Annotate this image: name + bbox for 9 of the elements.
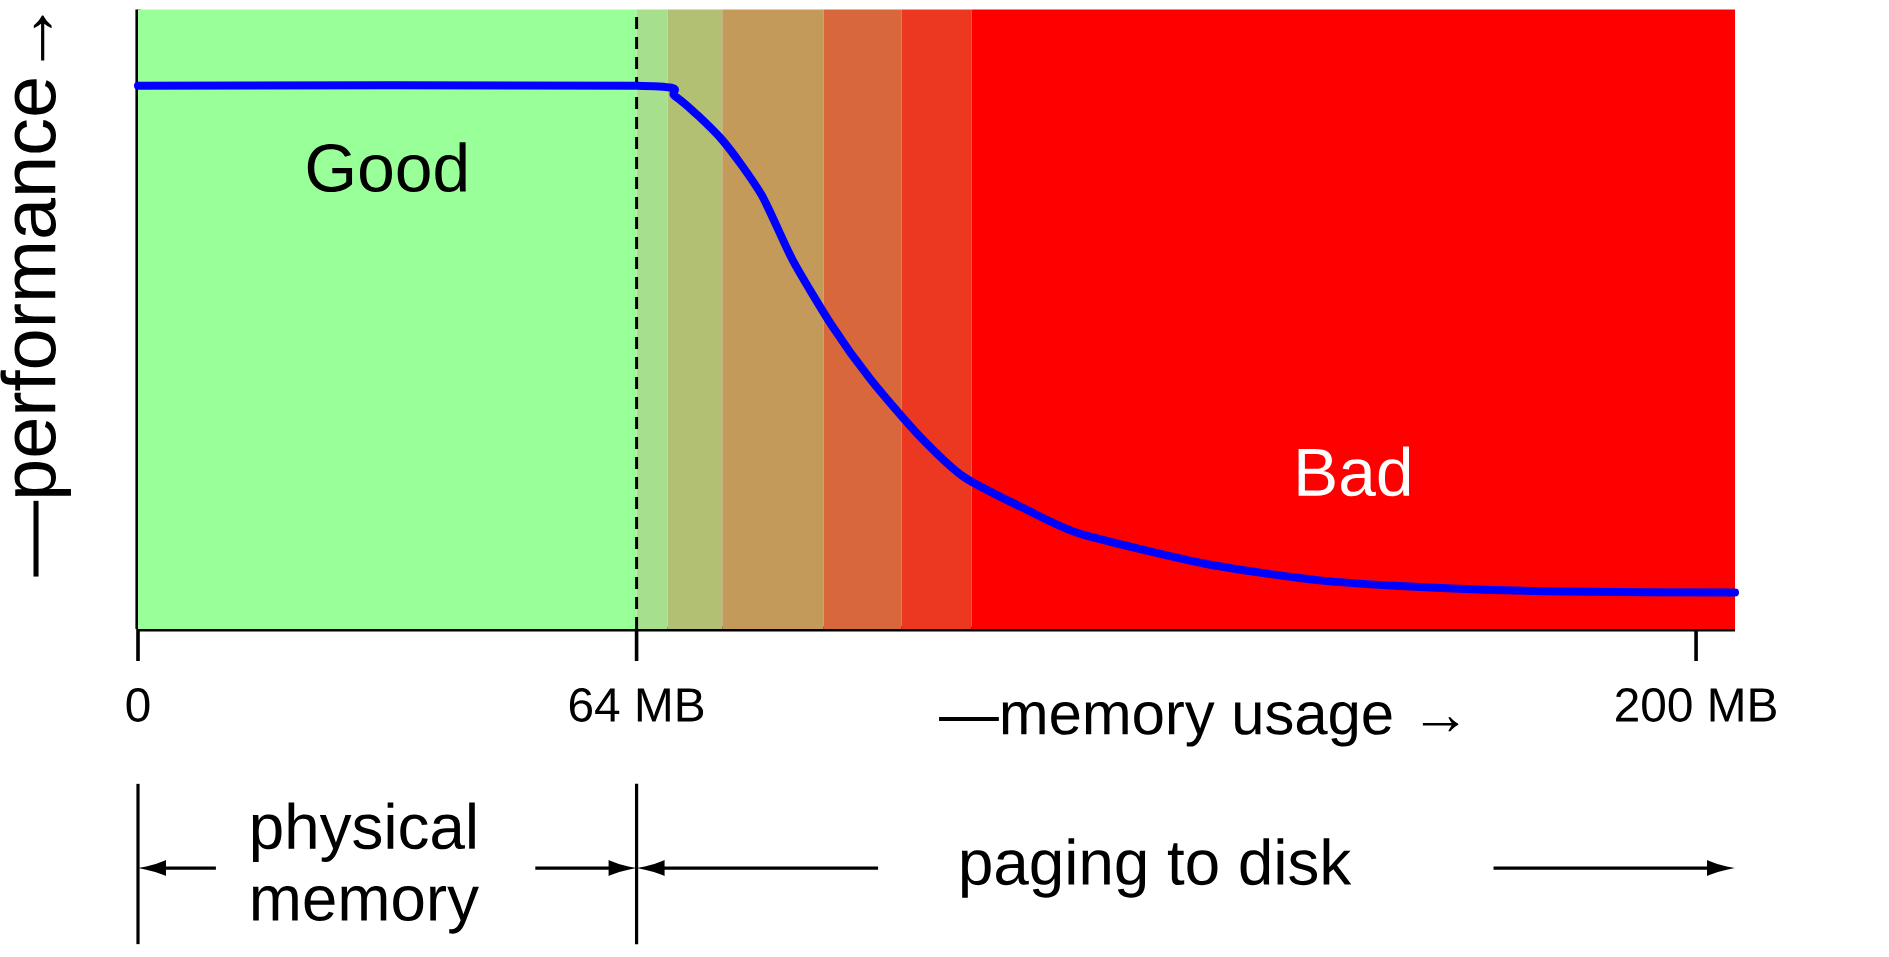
band-label: Bad xyxy=(1298,446,1410,497)
y-axis-title: —performance→ xyxy=(0,15,71,577)
text: paging to disk xyxy=(962,838,1352,898)
x-tick-label: 64 MB xyxy=(569,688,704,722)
x-tick-label: 200 MB xyxy=(1616,688,1776,722)
band-label: Good xyxy=(307,142,466,193)
text: physical memory xyxy=(252,802,479,934)
x-tick-label: 0 xyxy=(126,688,150,722)
x-axis-title: —memory usage → xyxy=(939,702,1459,747)
